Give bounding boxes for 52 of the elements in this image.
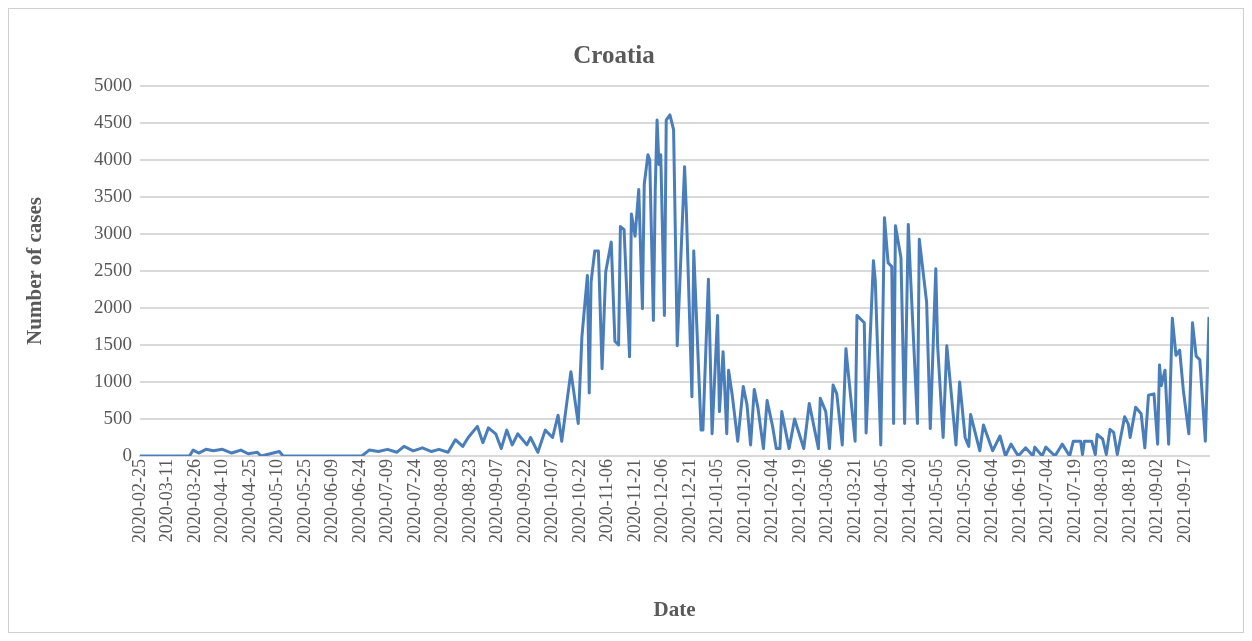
x-tick-label: 2021-07-04 xyxy=(1036,459,1057,543)
x-tick-label: 2020-12-21 xyxy=(678,459,699,543)
y-tick-label: 5000 xyxy=(94,73,132,95)
x-tick-label: 2021-09-02 xyxy=(1146,459,1167,543)
chart-title: Croatia xyxy=(573,41,656,69)
x-tick-label: 2021-06-19 xyxy=(1008,459,1029,543)
y-tick-label: 2500 xyxy=(94,258,132,280)
x-tick-label: 2021-04-05 xyxy=(871,459,892,543)
x-tick-label: 2020-06-24 xyxy=(348,459,369,543)
x-tick-label: 2021-06-04 xyxy=(981,459,1002,543)
x-tick-label: 2020-09-07 xyxy=(486,459,507,543)
x-tick-label: 2020-06-09 xyxy=(321,459,342,543)
x-tick-label: 2021-01-05 xyxy=(706,459,727,543)
x-tick-label: 2021-05-05 xyxy=(926,459,947,543)
x-tick-label: 2020-04-25 xyxy=(238,459,259,543)
x-tick-label: 2021-03-21 xyxy=(843,459,864,543)
y-tick-label: 1500 xyxy=(94,332,132,354)
y-tick-label: 2000 xyxy=(94,295,132,317)
x-tick-label: 2021-02-04 xyxy=(761,459,782,543)
x-tick-label: 2020-07-24 xyxy=(403,459,424,543)
x-tick-label: 2020-08-08 xyxy=(431,459,452,543)
x-tick-label: 2020-10-22 xyxy=(568,459,589,543)
y-tick-label: 1000 xyxy=(94,369,132,391)
x-tick-label: 2021-05-20 xyxy=(953,459,974,543)
x-tick-label: 2020-05-25 xyxy=(293,459,314,543)
x-tick-label: 2021-01-20 xyxy=(733,459,754,543)
x-tick-label: 2020-04-10 xyxy=(211,459,232,543)
x-tick-label: 2021-08-03 xyxy=(1091,459,1112,543)
x-tick-label: 2020-11-21 xyxy=(623,459,644,543)
y-tick-label: 3000 xyxy=(94,221,132,243)
x-tick-label: 2020-03-11 xyxy=(156,459,177,543)
x-tick-label: 2020-08-23 xyxy=(458,459,479,543)
y-tick-label: 4500 xyxy=(94,110,132,132)
x-tick-label: 2020-05-10 xyxy=(266,459,287,543)
x-tick-label: 2020-11-06 xyxy=(596,459,617,543)
x-tick-label: 2021-09-17 xyxy=(1173,459,1194,543)
x-axis-title: Date xyxy=(653,596,696,621)
x-tick-label: 2021-03-06 xyxy=(816,459,837,543)
x-tick-label: 2021-04-20 xyxy=(898,459,919,543)
x-tick-label: 2020-10-07 xyxy=(541,459,562,543)
x-tick-label: 2020-03-26 xyxy=(183,459,204,543)
x-tick-label: 2021-02-19 xyxy=(788,459,809,543)
y-tick-label: 3500 xyxy=(94,184,132,206)
x-tick-label: 2020-12-06 xyxy=(651,459,672,543)
y-tick-label: 500 xyxy=(103,406,132,428)
x-tick-label: 2020-09-22 xyxy=(513,459,534,543)
x-tick-label: 2021-08-18 xyxy=(1118,459,1139,543)
y-tick-label: 4000 xyxy=(94,147,132,169)
x-tick-label: 2021-07-19 xyxy=(1063,459,1084,543)
y-axis-title: Number of cases xyxy=(22,197,47,345)
y-tick-label: 0 xyxy=(122,443,132,465)
x-tick-label: 2020-07-09 xyxy=(376,459,397,543)
